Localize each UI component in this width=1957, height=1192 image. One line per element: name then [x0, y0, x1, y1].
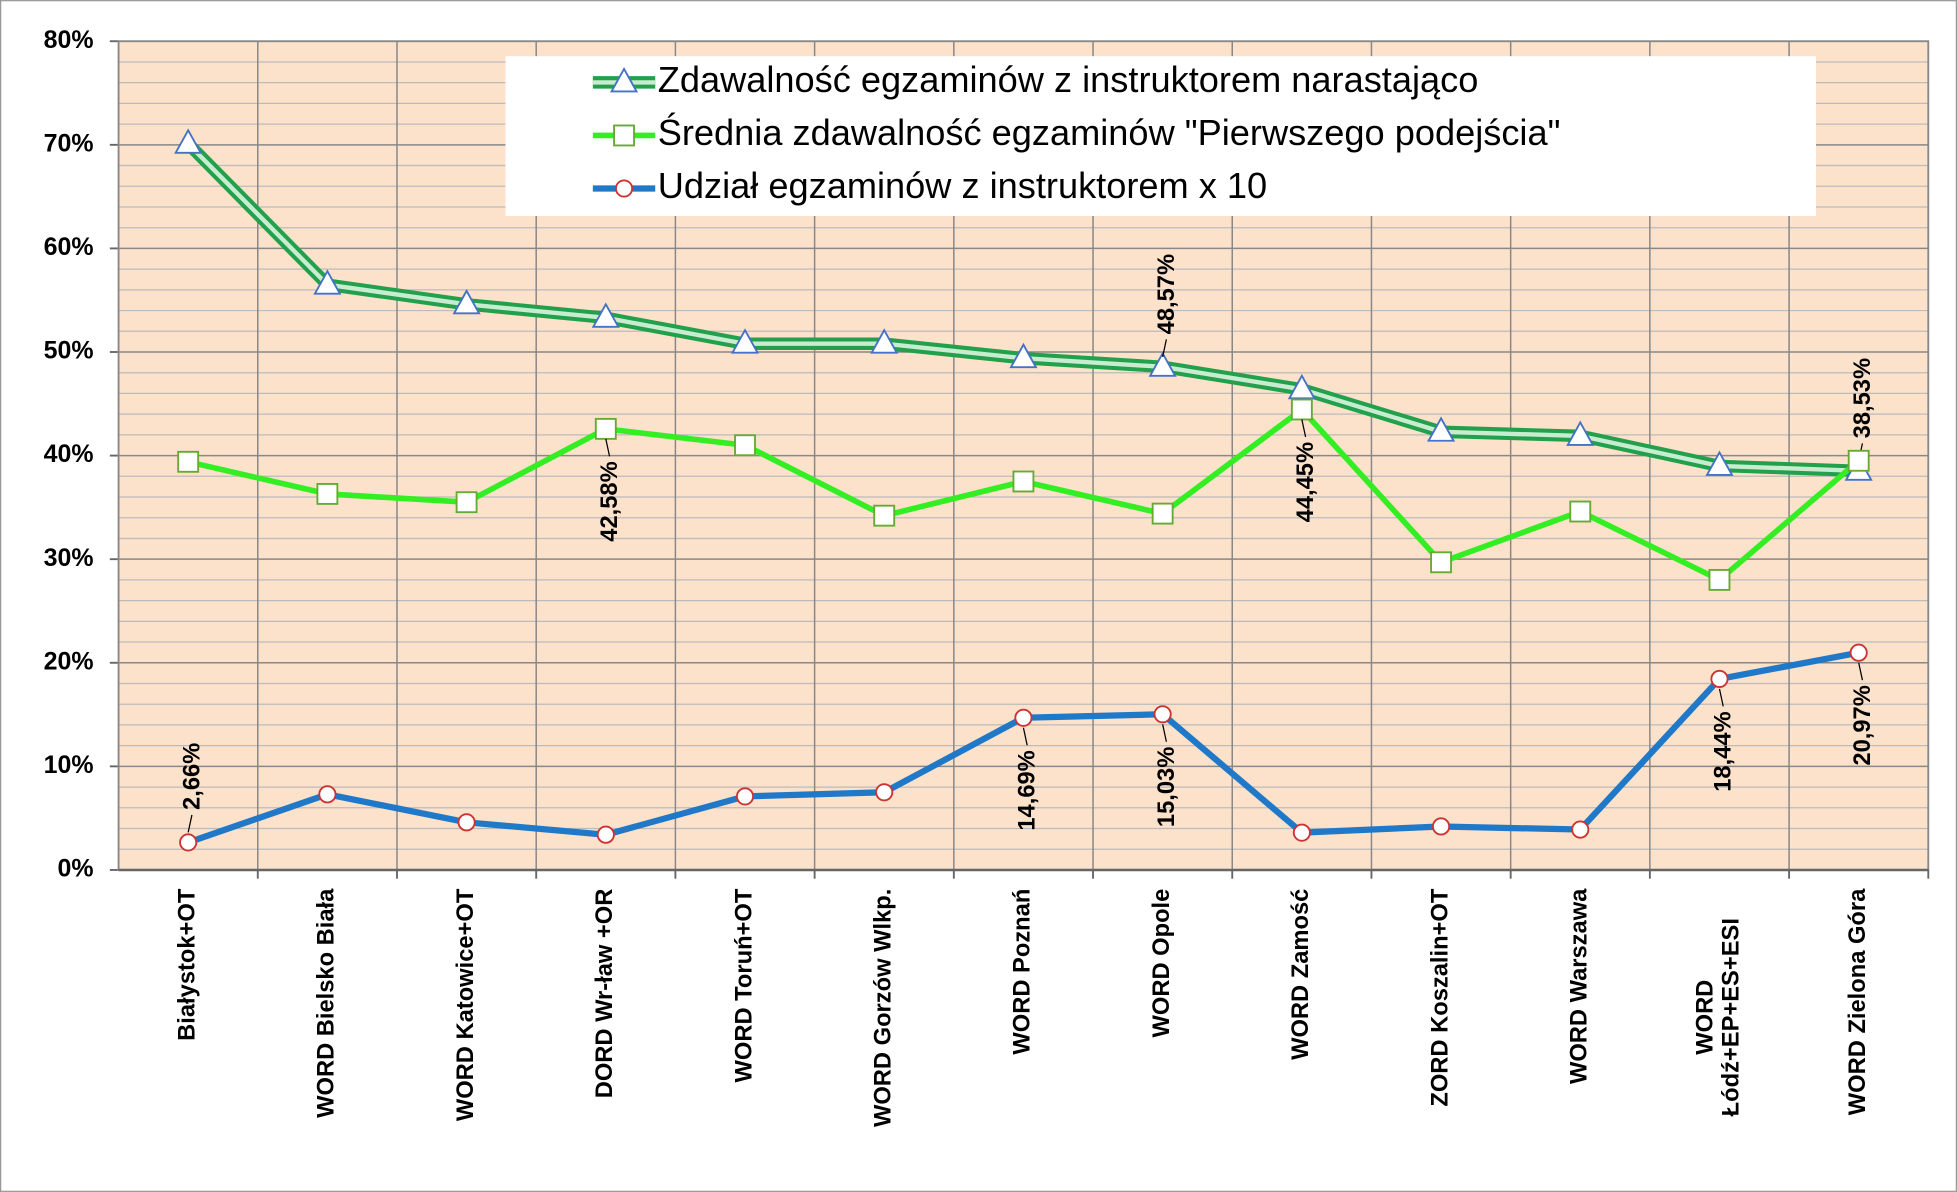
- x-tick-label: WORD Zamość: [1288, 889, 1314, 1060]
- label-leader: [605, 438, 611, 457]
- x-tick-label: WORD Gorzów Wlkp.: [870, 889, 896, 1127]
- label-leader: [1718, 688, 1724, 707]
- point-marker: [1847, 449, 1870, 472]
- point-marker: [455, 491, 478, 514]
- y-tick-label: 30%: [44, 544, 94, 572]
- x-tick-label: WORD Poznań: [1010, 889, 1036, 1055]
- point-marker: [613, 124, 635, 147]
- y-tick-label: 20%: [44, 647, 94, 675]
- point-marker: [614, 179, 634, 198]
- data-label: 42,58%: [597, 461, 623, 541]
- point-marker: [594, 417, 617, 440]
- data-label: 20,97%: [1850, 685, 1876, 765]
- point-marker: [1153, 705, 1172, 724]
- point-marker: [1009, 342, 1038, 369]
- data-label: 2,66%: [179, 743, 205, 810]
- y-tick-label: 0%: [58, 855, 94, 883]
- point-marker: [870, 328, 899, 354]
- x-tick-label: WORD Zielona Góra: [1845, 888, 1871, 1115]
- point-marker: [452, 288, 481, 315]
- point-marker: [1426, 416, 1456, 442]
- y-tick-label: 10%: [44, 751, 94, 779]
- point-marker: [1566, 420, 1595, 446]
- legend-box: [505, 56, 1816, 216]
- point-marker: [1148, 351, 1177, 377]
- x-tick-label: ZORD Koszalin+OT: [1427, 888, 1453, 1106]
- point-marker: [318, 785, 337, 804]
- point-marker: [457, 813, 476, 832]
- y-tick-label: 80%: [44, 26, 94, 54]
- legend-label: Zdawalność egzaminów z instruktorem nara…: [658, 59, 1479, 100]
- x-tick-label: WORD Toruń+OT: [731, 888, 757, 1082]
- point-marker: [1710, 669, 1729, 688]
- point-marker: [734, 434, 756, 457]
- label-leader: [1022, 727, 1028, 746]
- x-tick-label: WORD Warszawa: [1567, 888, 1593, 1084]
- point-marker: [735, 787, 755, 806]
- point-marker: [1287, 373, 1316, 400]
- label-leader: [1162, 724, 1167, 742]
- y-tick-label: 50%: [44, 337, 94, 365]
- point-marker: [1430, 551, 1452, 574]
- point-marker: [1014, 708, 1033, 727]
- legend-label: Średnia zdawalność egzaminów "Pierwszego…: [658, 111, 1561, 153]
- data-label: 44,45%: [1293, 442, 1319, 522]
- point-marker: [1292, 823, 1311, 842]
- data-label: 14,69%: [1015, 750, 1041, 830]
- label-leader: [1162, 339, 1167, 357]
- point-marker: [313, 269, 342, 295]
- label-leader: [1858, 662, 1864, 681]
- point-marker: [1708, 568, 1731, 591]
- legend-label: Udział egzaminów z instruktorem x 10: [658, 165, 1267, 206]
- point-marker: [730, 328, 760, 354]
- x-tick-label: WORD Katowice+OT: [453, 888, 479, 1121]
- x-tick-label: WORD Opole: [1149, 889, 1175, 1038]
- point-marker: [1151, 502, 1174, 525]
- x-tick-label: DORD Wr-ław +OR: [592, 889, 618, 1099]
- point-marker: [179, 833, 198, 852]
- data-label: 38,53%: [1850, 358, 1876, 438]
- y-tick-label: 60%: [44, 233, 94, 261]
- point-marker: [591, 302, 620, 328]
- point-marker: [177, 450, 200, 473]
- point-marker: [1569, 500, 1592, 523]
- data-label: 15,03%: [1154, 747, 1180, 827]
- point-marker: [1290, 398, 1313, 421]
- point-marker: [174, 128, 203, 154]
- point-marker: [1571, 820, 1590, 839]
- x-tick-label: Białystok+OT: [174, 888, 200, 1041]
- x-tick-label: WORD Bielsko Biała: [314, 888, 340, 1118]
- data-label: 18,44%: [1711, 711, 1737, 791]
- point-marker: [873, 504, 896, 527]
- x-tick-label: WORDŁódź+EP+ES+ESI: [1693, 918, 1745, 1116]
- y-tick-label: 40%: [44, 440, 94, 468]
- point-marker: [609, 67, 639, 93]
- point-marker: [875, 783, 894, 802]
- label-leader: [187, 814, 193, 833]
- point-marker: [1012, 470, 1035, 493]
- point-marker: [1432, 817, 1451, 836]
- label-leader: [1301, 419, 1307, 438]
- point-marker: [1705, 450, 1734, 476]
- data-label: 48,57%: [1154, 254, 1180, 334]
- point-marker: [1849, 643, 1868, 662]
- y-tick-label: 70%: [44, 129, 94, 157]
- point-marker: [596, 825, 615, 844]
- point-marker: [316, 482, 339, 505]
